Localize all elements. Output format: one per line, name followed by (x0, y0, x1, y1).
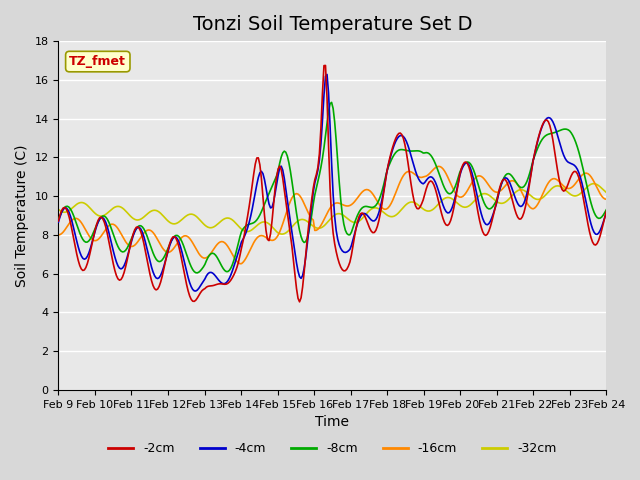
Text: TZ_fmet: TZ_fmet (69, 55, 126, 68)
Legend: -2cm, -4cm, -8cm, -16cm, -32cm: -2cm, -4cm, -8cm, -16cm, -32cm (103, 437, 561, 460)
X-axis label: Time: Time (316, 415, 349, 429)
Y-axis label: Soil Temperature (C): Soil Temperature (C) (15, 144, 29, 287)
Title: Tonzi Soil Temperature Set D: Tonzi Soil Temperature Set D (193, 15, 472, 34)
